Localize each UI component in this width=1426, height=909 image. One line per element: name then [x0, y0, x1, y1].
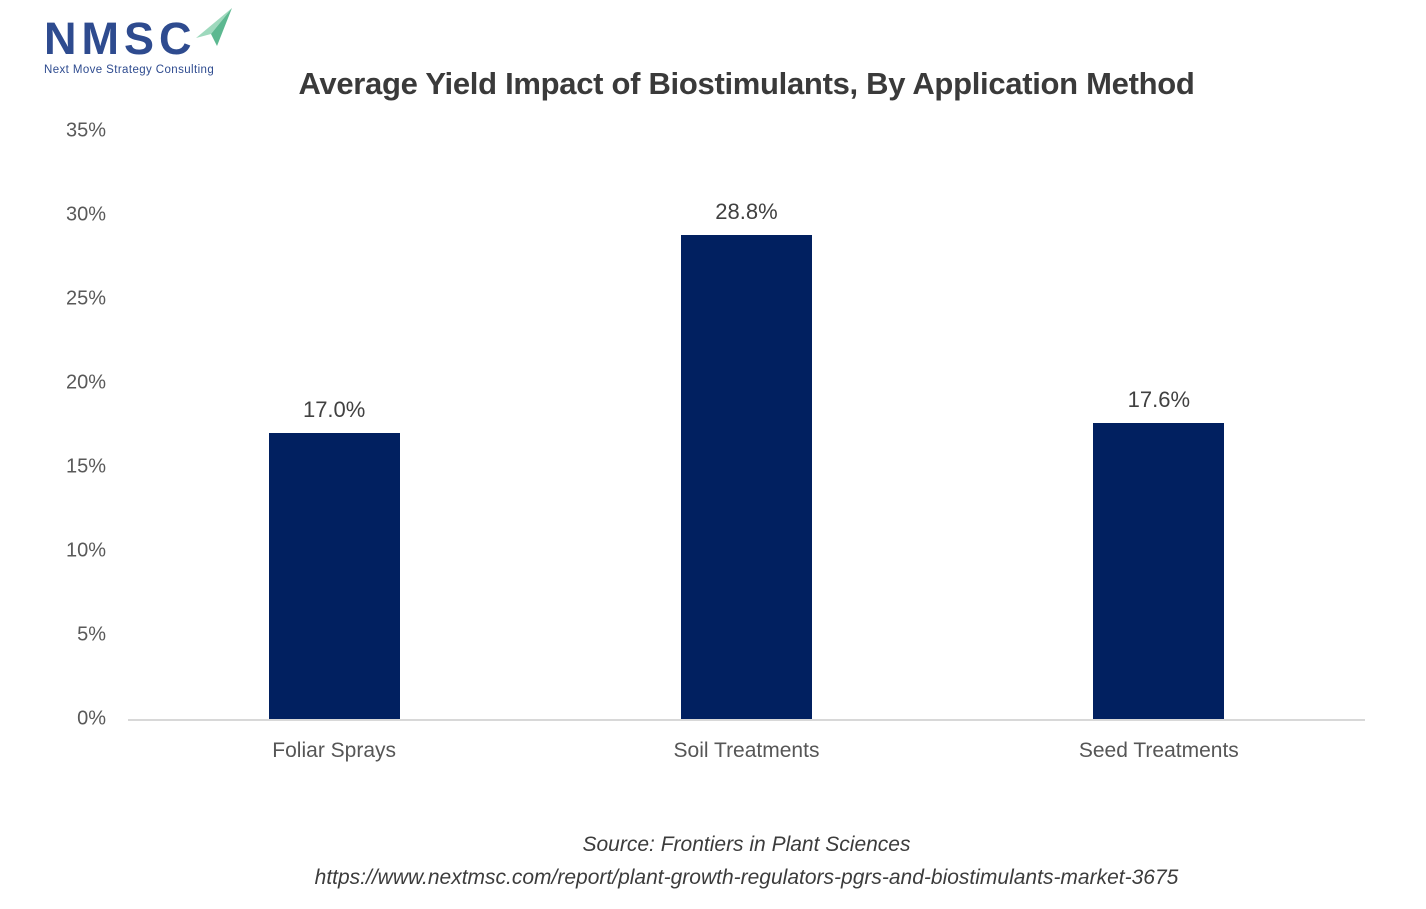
chart-title: Average Yield Impact of Biostimulants, B… [298, 66, 1195, 101]
plot-area: 17.0% Foliar Sprays 28.8% Soil Treatments 17… [128, 131, 1365, 762]
y-axis: 0% 5% 10% 15% 20% 25% 30% 35% [36, 120, 106, 730]
logo-acronym: NMSC [44, 13, 197, 64]
source-text: Source: Frontiers in Plant Sciences [582, 833, 911, 856]
logo-arrow-icon [196, 8, 232, 46]
bar-seed-treatments [1093, 423, 1225, 719]
y-tick-label: 30% [65, 203, 106, 226]
category-label: Seed Treatments [1078, 739, 1239, 762]
bar-value-label: 28.8% [715, 199, 778, 225]
category-label: Soil Treatments [673, 739, 820, 762]
bar-foliar-sprays [268, 433, 400, 719]
y-tick-label: 35% [65, 119, 106, 142]
bar-value-label: 17.0% [302, 397, 366, 423]
category-label: Foliar Sprays [272, 739, 396, 762]
y-tick-label: 25% [65, 287, 106, 310]
y-tick-label: 0% [77, 707, 106, 730]
y-tick-label: 15% [65, 455, 106, 478]
bar-value-label: 17.6% [1127, 387, 1191, 413]
logo-tagline: Next Move Strategy Consulting [44, 64, 215, 76]
chart-footer: Source: Frontiers in Plant Sciences http… [128, 834, 1365, 890]
x-axis-line [128, 719, 1365, 721]
bar-soil-treatments [681, 235, 812, 719]
y-tick-label: 10% [65, 539, 106, 562]
y-tick-label: 5% [77, 623, 106, 646]
nmsc-logo: NMSC Next Move Strategy Consulting [44, 8, 244, 86]
source-url: https://www.nextmsc.com/report/plant-gro… [314, 866, 1179, 889]
y-tick-label: 20% [65, 371, 106, 394]
